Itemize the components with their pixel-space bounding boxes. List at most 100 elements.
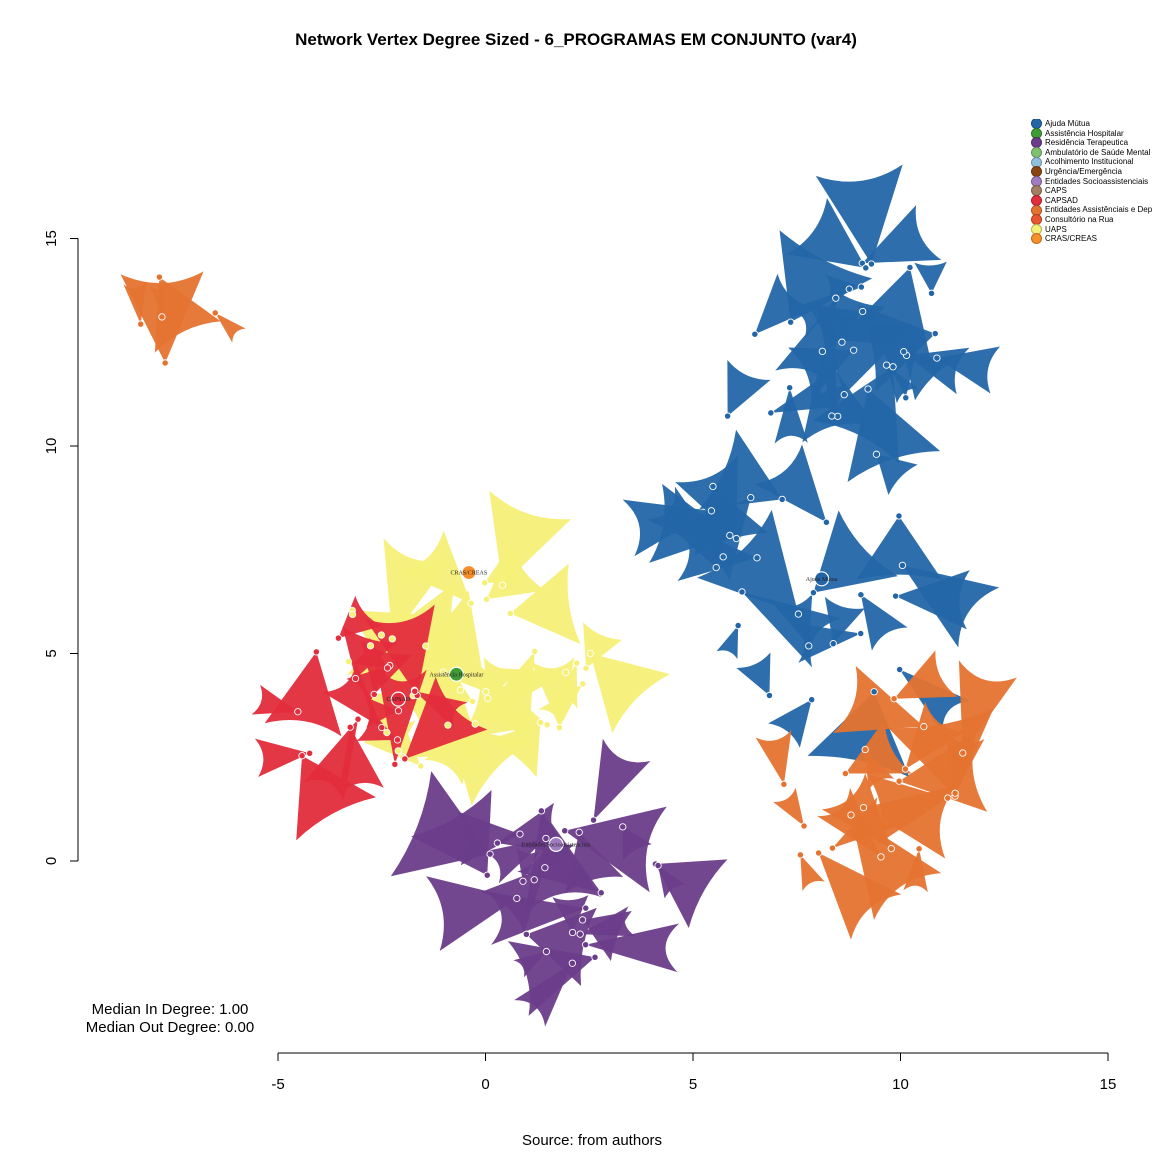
legend-label: Acolhimento Institucional xyxy=(1045,157,1134,167)
network-node xyxy=(579,680,587,688)
network-node xyxy=(927,289,936,297)
network-node xyxy=(796,851,804,859)
network-node xyxy=(847,811,855,819)
network-node xyxy=(857,591,865,599)
network-node xyxy=(378,723,386,732)
network-node xyxy=(348,610,357,619)
edge-wedge xyxy=(792,622,861,663)
edge-wedge xyxy=(876,454,918,496)
x-axis: -5 0 5 10 15 xyxy=(271,1052,1116,1093)
legend-item: Urgência/Emergência xyxy=(1031,166,1152,178)
network-node xyxy=(531,647,539,656)
edge-wedge xyxy=(424,724,476,785)
network-node xyxy=(486,850,494,858)
legend-item: Residência Terapeutica xyxy=(1031,137,1152,149)
network-node xyxy=(808,695,816,704)
legend-item: Entidades Socioassistenciais xyxy=(1031,175,1152,187)
edge-wedge xyxy=(894,650,958,699)
network-node xyxy=(877,853,885,861)
network-node xyxy=(542,834,550,843)
legend-label: Ambulatório de Saúde Mental xyxy=(1045,147,1151,157)
edge-wedge xyxy=(860,594,908,651)
network-node xyxy=(872,450,881,458)
y-tick-label: 5 xyxy=(43,649,60,657)
legend-item: Ajuda Mútua xyxy=(1031,119,1152,130)
edge-wedge xyxy=(832,797,897,849)
network-node xyxy=(394,747,402,755)
edge-wedge xyxy=(338,595,383,639)
network-node xyxy=(889,363,897,371)
network-node xyxy=(794,610,803,618)
network-node xyxy=(805,642,813,650)
network-node xyxy=(732,534,741,543)
network-node xyxy=(707,507,716,515)
edge-wedge xyxy=(754,444,827,523)
network-node xyxy=(506,609,515,618)
edge-wedge xyxy=(768,699,812,748)
network-node xyxy=(882,361,891,369)
legend-item: Acolhimento Institucional xyxy=(1031,156,1152,168)
network-node xyxy=(747,493,755,502)
edge-wedge xyxy=(697,509,799,615)
edge-wedges xyxy=(120,164,1017,1027)
edge-wedge xyxy=(800,854,825,892)
network-node xyxy=(354,715,362,723)
network-node xyxy=(346,723,354,731)
network-node xyxy=(576,930,584,938)
median-out-degree: Median Out Degree: 0.00 xyxy=(85,1019,255,1036)
network-node xyxy=(862,264,870,272)
network-node xyxy=(383,728,391,737)
network-node xyxy=(537,807,546,815)
edge-wedge xyxy=(903,848,928,893)
y-tick-label: 0 xyxy=(43,857,60,865)
network-node xyxy=(654,861,662,870)
network-node xyxy=(444,721,452,729)
network-node xyxy=(530,876,538,884)
network-node xyxy=(456,686,465,694)
network-node xyxy=(931,329,939,338)
edge-wedge xyxy=(727,359,771,417)
network-node xyxy=(312,648,320,656)
network-node xyxy=(920,722,928,731)
y-tick-label: 15 xyxy=(43,230,60,247)
edge-wedge xyxy=(755,730,792,785)
edge-wedge xyxy=(888,708,994,797)
network-node xyxy=(828,412,836,420)
legend-item: CRAS/CREAS xyxy=(1031,233,1152,244)
hub-node xyxy=(548,836,564,853)
edge-wedge xyxy=(484,552,522,584)
network-node xyxy=(578,916,587,924)
network-node xyxy=(891,592,900,600)
network-node xyxy=(814,849,823,857)
edge-wedge xyxy=(857,304,936,392)
network-node xyxy=(870,688,878,696)
network-node xyxy=(597,889,605,897)
network-node xyxy=(522,930,531,938)
edge-wedge xyxy=(845,720,912,774)
degree-stats: Median In Degree: 1.00 Median Out Degree… xyxy=(60,1001,280,1037)
network-node xyxy=(933,354,941,362)
edge-wedge xyxy=(863,785,958,859)
edge-wedge xyxy=(352,637,388,668)
hub-node xyxy=(814,571,830,587)
network-node xyxy=(575,828,583,836)
network-node xyxy=(468,697,477,706)
network-node xyxy=(519,877,527,885)
x-tick-label: -5 xyxy=(271,1076,284,1093)
network-node xyxy=(383,664,392,672)
network-node xyxy=(800,822,808,830)
edge-wedge xyxy=(215,312,246,343)
edge-wedge xyxy=(264,651,342,737)
network-node xyxy=(572,659,581,667)
edge-wedge xyxy=(457,664,548,739)
edge-wedge xyxy=(488,722,541,778)
network-node xyxy=(832,294,840,302)
edge-wedge xyxy=(862,205,942,264)
network-node xyxy=(753,554,761,562)
network-node xyxy=(493,839,502,847)
network-node xyxy=(895,777,903,785)
network-node xyxy=(719,553,727,561)
edge-wedge xyxy=(296,755,376,841)
legend-label: Entidades Assistênciais e Dependência Qu… xyxy=(1045,205,1152,215)
